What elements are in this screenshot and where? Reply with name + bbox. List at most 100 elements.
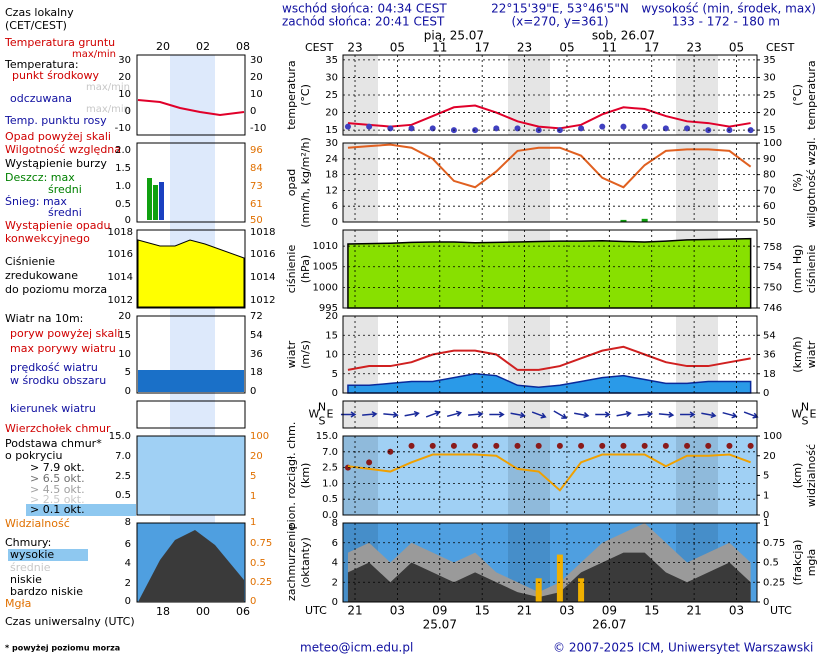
compass-n: N [801,401,809,414]
series-dot [684,442,691,449]
mini-tick: -10 [115,123,131,134]
date-label: 25.07 [423,618,457,632]
series-dot [535,442,542,449]
mini-tick: 10 [118,89,131,100]
legend-text: średni [48,206,82,219]
utc-tick-label: 03 [390,604,405,618]
series-dot [556,442,563,449]
series-bar [556,554,563,602]
y-axis-label: (km) [299,463,312,489]
y-tick-label: 15.0 [316,431,338,442]
legend-text: Temperatura gruntu [4,36,115,49]
legend-text: do poziomu morza [5,283,107,296]
mini-tick: 20 [250,72,263,83]
y-tick-label: 0 [332,597,338,608]
y2-axis-label: mgła [805,549,818,577]
legend-text: Czas lokalny [5,6,74,19]
legend-text: Czas uniwersalny (UTC) [5,615,135,628]
mini-tick: 6 [125,539,131,550]
series-dot [578,442,585,449]
y2-tick-label: 70 [763,185,776,196]
legend-text: (CET/CEST) [5,19,67,32]
local-axis-label: CEST [305,41,334,54]
y2-tick-label: 36 [763,350,776,361]
legend-text: niskie [10,573,42,586]
utc-tick-label: 03 [559,604,574,618]
y-tick-label: 6 [332,538,338,549]
mini-tick: 30 [250,55,263,66]
compass-s: S [319,415,326,428]
mini-tick: 54 [250,330,263,341]
night-band [508,143,550,222]
y-tick-label: 12 [325,185,338,196]
mini-day-band [170,55,215,602]
legend-text: o pokryciu [5,449,62,462]
wind-arrow [446,410,463,418]
series-dot [344,123,351,130]
y2-tick-label: 18 [763,369,776,380]
y-tick-label: 4 [332,558,338,569]
mini-tick: 1012 [250,295,275,306]
panel-frame [342,435,758,516]
legend-text: > 0.1 okt. [30,503,85,516]
series-dot [726,442,733,449]
panel-frame [342,142,758,223]
series-dot [429,442,436,449]
y-tick-label: 20 [325,311,338,322]
y2-tick-label: 754 [763,262,782,273]
mini-tick: 0 [125,386,131,397]
wind-arrow [531,411,547,419]
mini-tick: 1016 [108,249,133,260]
mini-tick: 1018 [108,227,133,238]
y-tick-label: 995 [319,303,338,314]
y-tick-label: 15 [325,125,338,136]
y-tick-label: 1000 [313,282,338,293]
local-tick-label: 23 [347,41,362,55]
mini-tick: 7.0 [115,451,131,462]
y-tick-label: 15 [325,330,338,341]
y2-tick-label: 80 [763,170,776,181]
y2-tick-label: 750 [763,283,782,294]
y2-tick-label: 1 [763,518,769,529]
mini-tick: 5 [250,471,256,482]
y2-tick-label: 25 [763,90,776,101]
y-axis-label: zachmurzenie [285,524,298,601]
y2-axis-label: (frakcja) [791,540,804,586]
y-tick-label: 24 [325,154,338,165]
series-dot [641,442,648,449]
mini-tick: 1 [250,517,256,528]
utc-tick-label: 03 [729,604,744,618]
mini-tick: 100 [250,431,269,442]
date-label: 26.07 [592,618,626,632]
mini-tick: 2 [125,578,131,589]
mini-tick: 4 [125,558,131,569]
mini-temp-line [137,99,245,117]
y-tick-label: 30 [325,138,338,149]
wind-arrow [510,412,526,419]
mini-frame [136,229,246,309]
y-tick-label: 6 [332,201,338,212]
mini-frame [136,315,246,394]
y2-tick-label: 60 [763,201,776,212]
y2-tick-label: 0.75 [763,538,785,549]
mini-time: 06 [236,605,250,618]
local-tick-label: 17 [644,41,659,55]
mini-frame [136,435,246,516]
legend-text: max porywy wiatru [10,342,116,355]
panel-frame [342,522,758,603]
utc-tick-label: 09 [602,604,617,618]
y-axis-label: ciśnienie [285,245,298,294]
legend-text: bardzo niskie [10,585,83,598]
local-tick-label: 05 [390,41,405,55]
mini-time: 08 [236,40,250,53]
mini-wind-area [138,370,244,392]
y2-tick-label: 0 [763,388,769,399]
mini-tick: 10 [250,89,263,100]
mini-tick: 1 [250,491,256,502]
date-label: pią, 25.07 [424,29,484,43]
compass-n: N [318,401,326,414]
legend-text: Podstawa chmur* [5,437,102,450]
mini-tick: 0.5 [250,558,266,569]
utc-tick-label: 21 [517,604,532,618]
local-tick-label: 05 [559,41,574,55]
